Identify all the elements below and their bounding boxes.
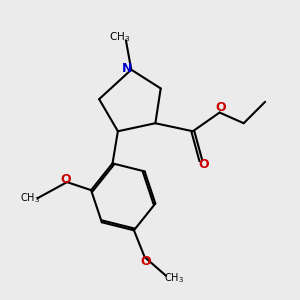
Text: CH$_3$: CH$_3$ [20, 191, 40, 205]
Text: CH$_3$: CH$_3$ [109, 31, 130, 44]
Text: O: O [198, 158, 209, 171]
Text: CH$_3$: CH$_3$ [164, 272, 184, 285]
Text: N: N [122, 62, 132, 75]
Text: O: O [216, 101, 226, 114]
Text: O: O [141, 255, 151, 268]
Text: O: O [60, 173, 71, 186]
